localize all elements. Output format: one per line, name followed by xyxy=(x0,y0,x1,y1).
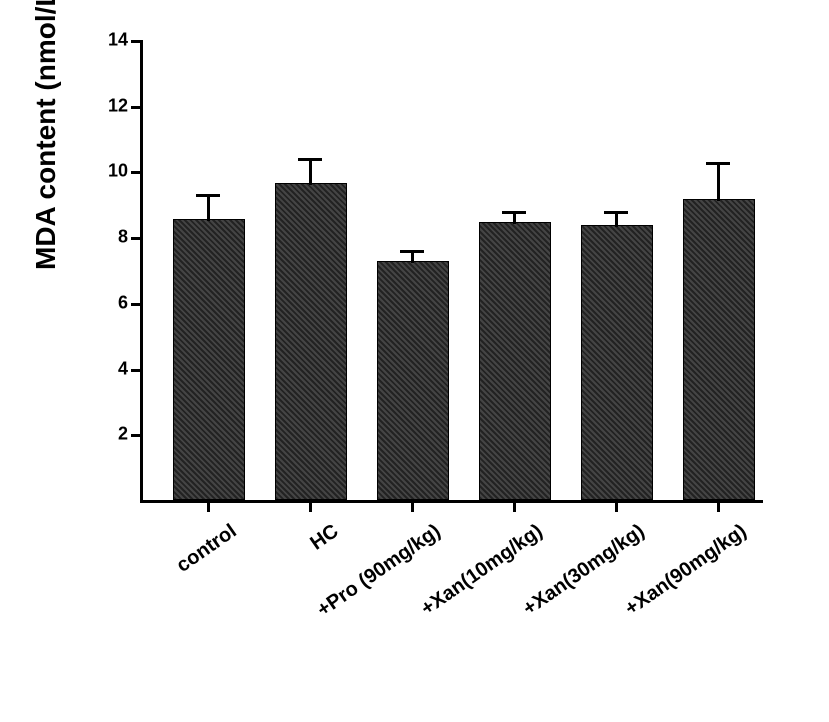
x-tick-label: +Pro (90mg/kg) xyxy=(268,520,445,654)
x-tick-label: control xyxy=(64,520,241,654)
x-tick-label: HC xyxy=(166,520,343,654)
error-bar xyxy=(207,194,210,220)
bars-group xyxy=(143,40,763,500)
x-tick xyxy=(207,500,210,512)
y-tick-label: 6 xyxy=(93,292,128,313)
x-tick xyxy=(717,500,720,512)
error-cap xyxy=(196,194,220,197)
bar xyxy=(173,219,245,500)
x-tick xyxy=(309,500,312,512)
y-tick xyxy=(131,171,143,174)
y-tick xyxy=(131,40,143,43)
x-tick xyxy=(615,500,618,512)
y-tick xyxy=(131,106,143,109)
error-bar xyxy=(309,158,312,184)
error-cap xyxy=(298,158,322,161)
x-tick xyxy=(411,500,414,512)
bar xyxy=(581,225,653,500)
y-tick-label: 2 xyxy=(93,424,128,445)
y-tick xyxy=(131,434,143,437)
y-tick xyxy=(131,369,143,372)
x-tick-label: +Xan(10mg/kg) xyxy=(370,520,547,654)
chart-container: MDA content (nmol/L) 2468101214 controlH… xyxy=(20,20,809,702)
y-tick xyxy=(131,237,143,240)
x-tick-label: +Xan(30mg/kg) xyxy=(472,520,649,654)
error-cap xyxy=(706,162,730,165)
error-cap xyxy=(400,250,424,253)
x-tick xyxy=(513,500,516,512)
error-bar xyxy=(717,162,720,201)
x-tick-label: +Xan(90mg/kg) xyxy=(574,520,751,654)
y-tick xyxy=(131,303,143,306)
bar xyxy=(479,222,551,500)
plot-area: 2468101214 controlHC+Pro (90mg/kg)+Xan(1… xyxy=(140,40,763,503)
error-cap xyxy=(502,211,526,214)
bar xyxy=(377,261,449,500)
y-tick-label: 10 xyxy=(93,161,128,182)
y-tick-label: 12 xyxy=(93,95,128,116)
y-tick-label: 8 xyxy=(93,227,128,248)
bar xyxy=(275,183,347,500)
y-tick-label: 4 xyxy=(93,358,128,379)
bar xyxy=(683,199,755,500)
error-cap xyxy=(604,211,628,214)
y-tick-label: 14 xyxy=(93,30,128,51)
y-axis-label: MDA content (nmol/L) xyxy=(30,0,62,270)
